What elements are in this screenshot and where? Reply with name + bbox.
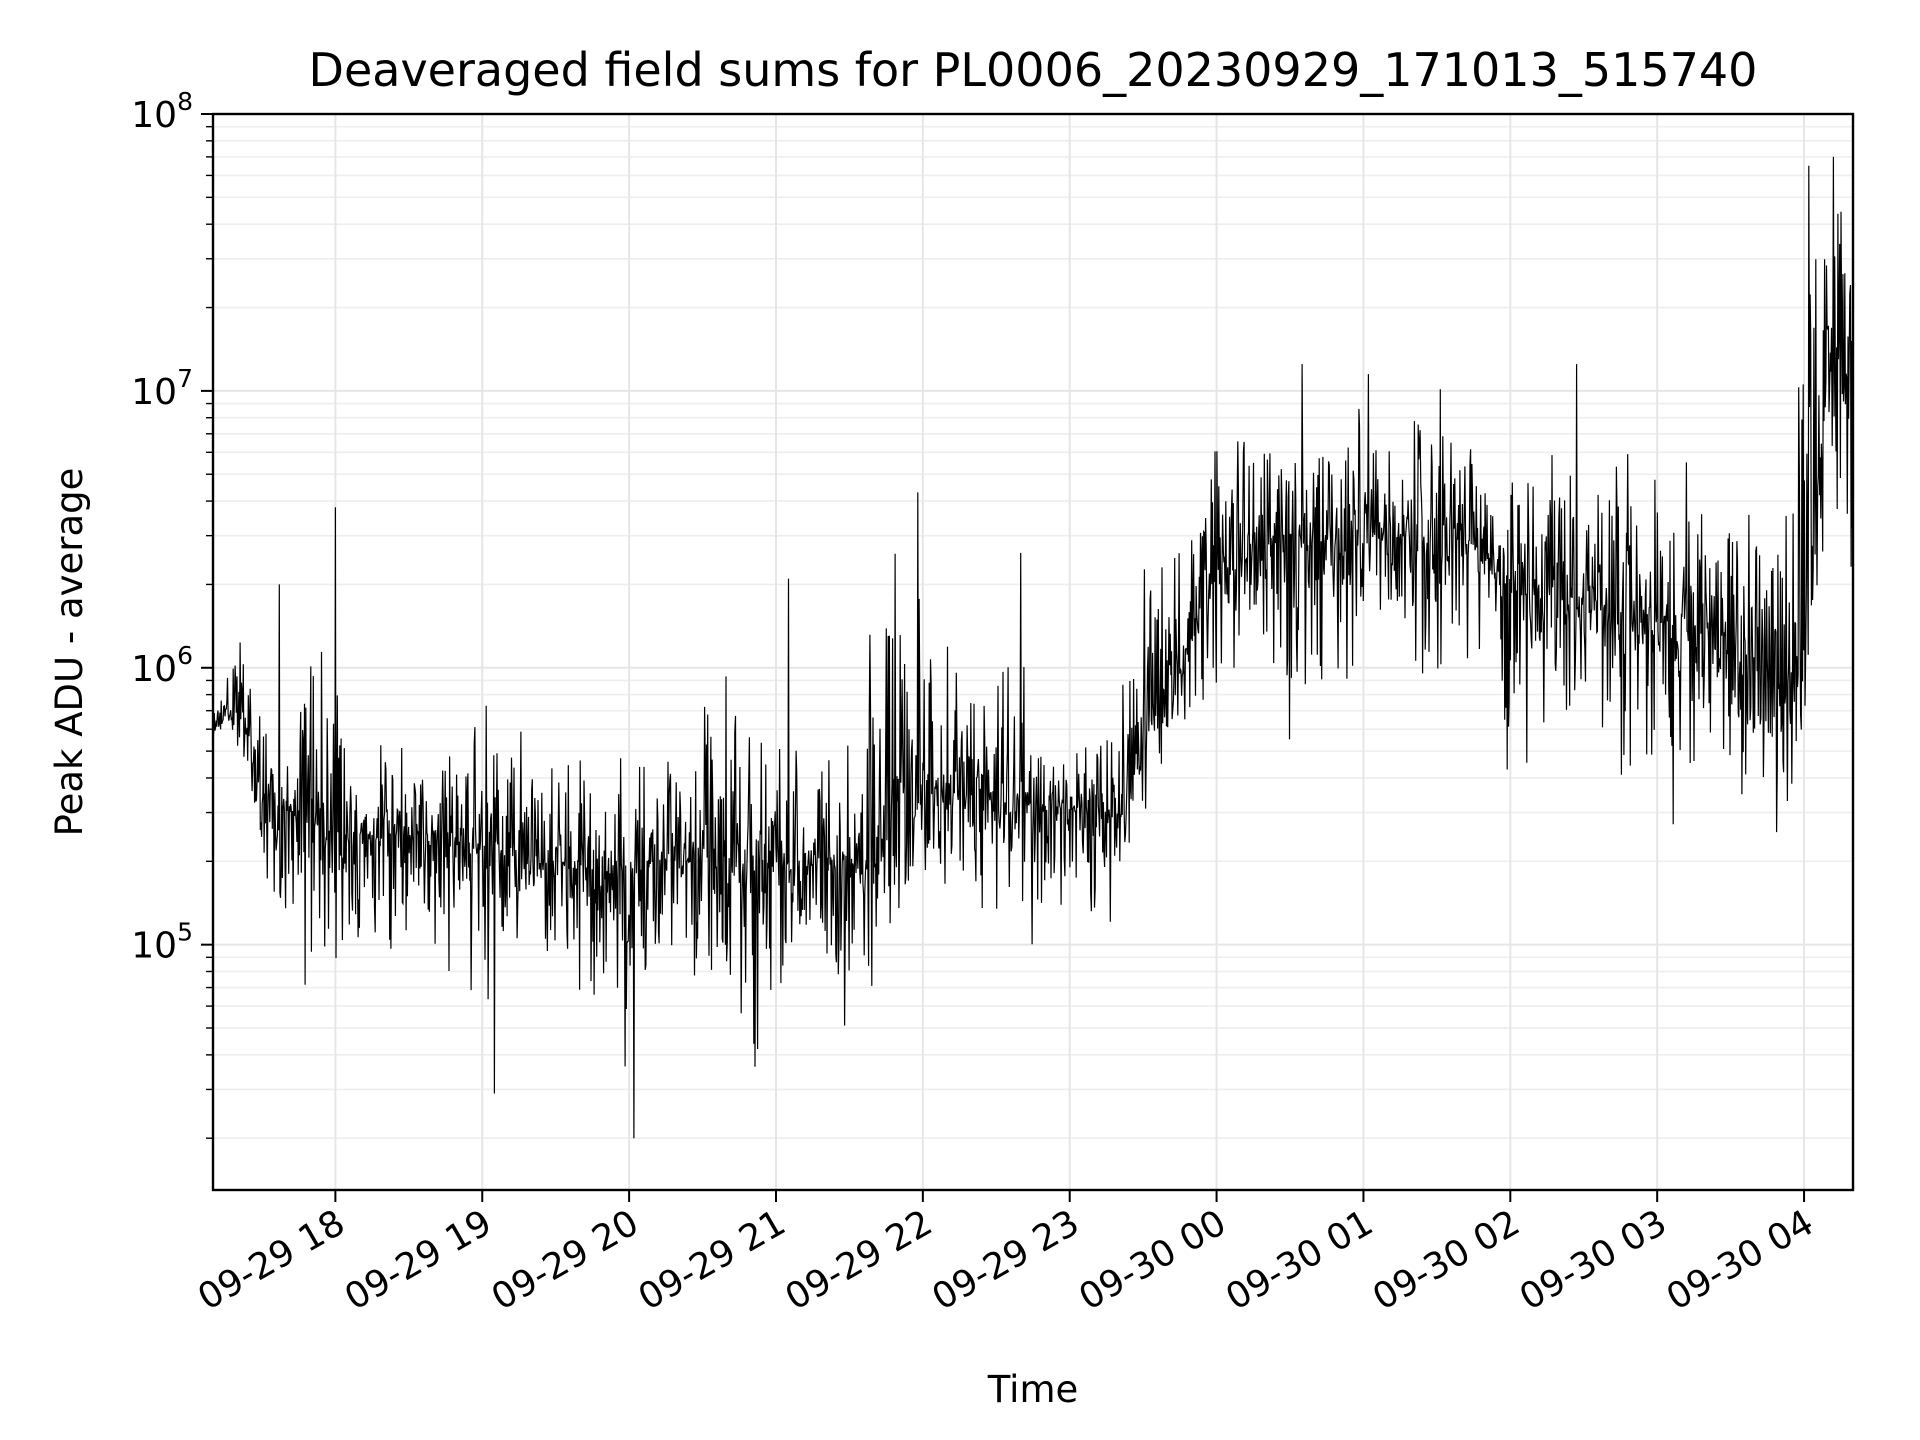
y-tick-label: 105 — [131, 918, 193, 967]
x-tick-label: 09-30 03 — [1513, 1202, 1674, 1318]
plot-frame — [211, 112, 1855, 1192]
chart-title: Deaveraged field sums for PL0006_2023092… — [309, 43, 1758, 97]
x-tick-label: 09-29 21 — [632, 1202, 793, 1318]
y-tick-label: 107 — [131, 364, 193, 413]
y-axis: 105 106 107 108 — [131, 87, 213, 1139]
x-tick-label: 09-30 04 — [1660, 1202, 1821, 1318]
x-tick-label: 09-29 20 — [485, 1202, 646, 1318]
x-tick-label: 09-29 23 — [926, 1202, 1087, 1318]
y-tick-label: 106 — [131, 641, 193, 690]
x-tick-label: 09-30 00 — [1072, 1202, 1233, 1318]
x-tick-label: 09-29 18 — [191, 1202, 352, 1318]
x-axis-label: Time — [987, 1368, 1079, 1411]
x-tick-label: 09-30 02 — [1366, 1202, 1527, 1318]
series-line — [212, 156, 1854, 1139]
x-tick-label: 09-30 01 — [1219, 1202, 1380, 1318]
x-tick-label: 09-29 19 — [338, 1202, 499, 1318]
y-tick-label: 108 — [131, 87, 193, 136]
series-layer — [212, 156, 1854, 1139]
x-tick-label: 09-29 22 — [779, 1202, 940, 1318]
y-axis-label: Peak ADU - average — [48, 468, 91, 837]
